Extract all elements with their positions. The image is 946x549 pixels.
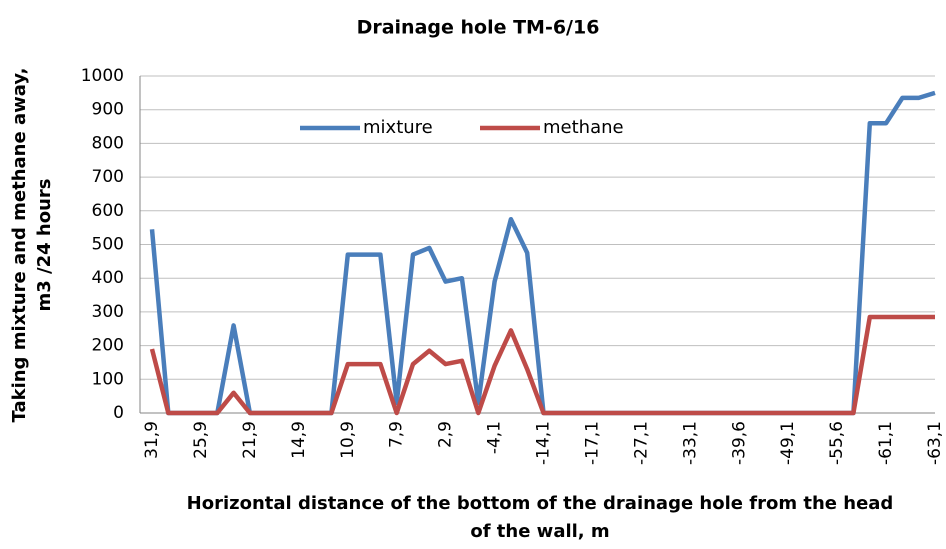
y-tick-label: 100 [92,369,124,389]
y-tick-label: 400 [92,268,124,288]
x-tick-label: -55,6 [827,421,847,465]
x-tick-label: 31,9 [142,421,162,459]
x-tick-label: 10,9 [338,421,358,459]
chart-title: Drainage hole TM-6/16 [357,17,600,39]
y-tick-label: 0 [113,403,124,423]
y-axis-title: m3 /24 hours [34,178,55,311]
x-tick-label: -33,1 [680,421,700,465]
y-tick-label: 700 [92,167,124,187]
legend-label: mixture [363,117,433,138]
x-axis-title: of the wall, m [470,521,609,542]
x-tick-label: -14,1 [534,421,554,465]
y-tick-label: 800 [92,133,124,153]
x-tick-label: -27,1 [631,421,651,465]
x-tick-label: 14,9 [289,421,309,459]
y-tick-label: 900 [92,100,124,120]
x-tick-label: -39,6 [729,421,749,465]
legend-label: methane [543,117,624,138]
x-tick-label: -63,1 [925,421,945,465]
x-tick-label: -17,1 [582,421,602,465]
y-axis-title: Taking mixture and methane away, [9,68,30,423]
x-tick-label: 25,9 [191,421,211,459]
x-axis-title: Horizontal distance of the bottom of the… [187,493,894,514]
x-tick-label: -49,1 [778,421,798,465]
y-tick-label: 500 [92,235,124,255]
line-series [149,314,935,416]
y-tick-label: 200 [92,336,124,356]
x-tick-label: -61,1 [876,421,896,465]
x-tick-label: -4,1 [485,421,505,454]
line-series [149,90,936,416]
y-tick-label: 300 [92,302,124,322]
x-tick-label: 2,9 [436,421,456,448]
y-tick-label: 600 [92,201,124,221]
x-tick-label: 21,9 [240,421,260,459]
x-tick-label: 7,9 [387,421,407,448]
y-tick-label: 1000 [81,66,124,86]
